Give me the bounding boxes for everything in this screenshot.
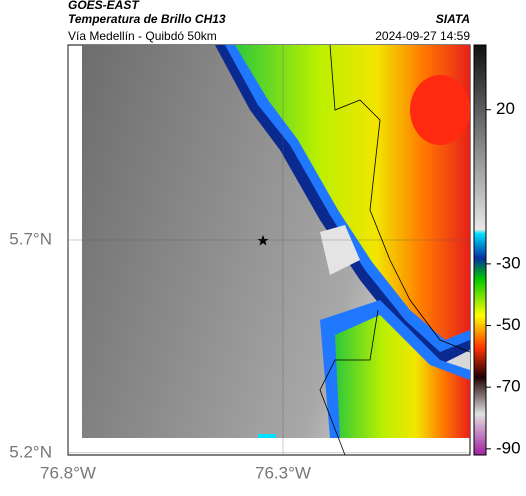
colorbar-tick-label: -50 [496,315,521,334]
colorbar-tick-label: -90 [496,438,521,457]
y-tick-label: 5.2°N [9,442,52,461]
colorbar-tick-label: 20 [496,99,515,118]
satellite-image [82,45,470,438]
colorbar-tick-label: -70 [496,377,521,396]
y-tick-label: 5.7°N [9,229,52,248]
image-edge [258,434,276,438]
satellite-name: GOES-EAST [68,0,140,12]
borders [319,44,471,456]
timestamp: 2024-09-27 14:59 [375,29,470,43]
source-label: SIATA [436,12,470,26]
region-label: Vía Medellín - Quibdó 50km [68,29,217,43]
colorbar [473,44,487,456]
x-tick-label: 76.8°W [40,463,96,482]
location-marker [257,235,269,246]
x-tick-label: 76.3°W [255,463,311,482]
colorbar-tick-label: -30 [496,253,521,272]
product-title: Temperatura de Brillo CH13 [68,12,226,26]
